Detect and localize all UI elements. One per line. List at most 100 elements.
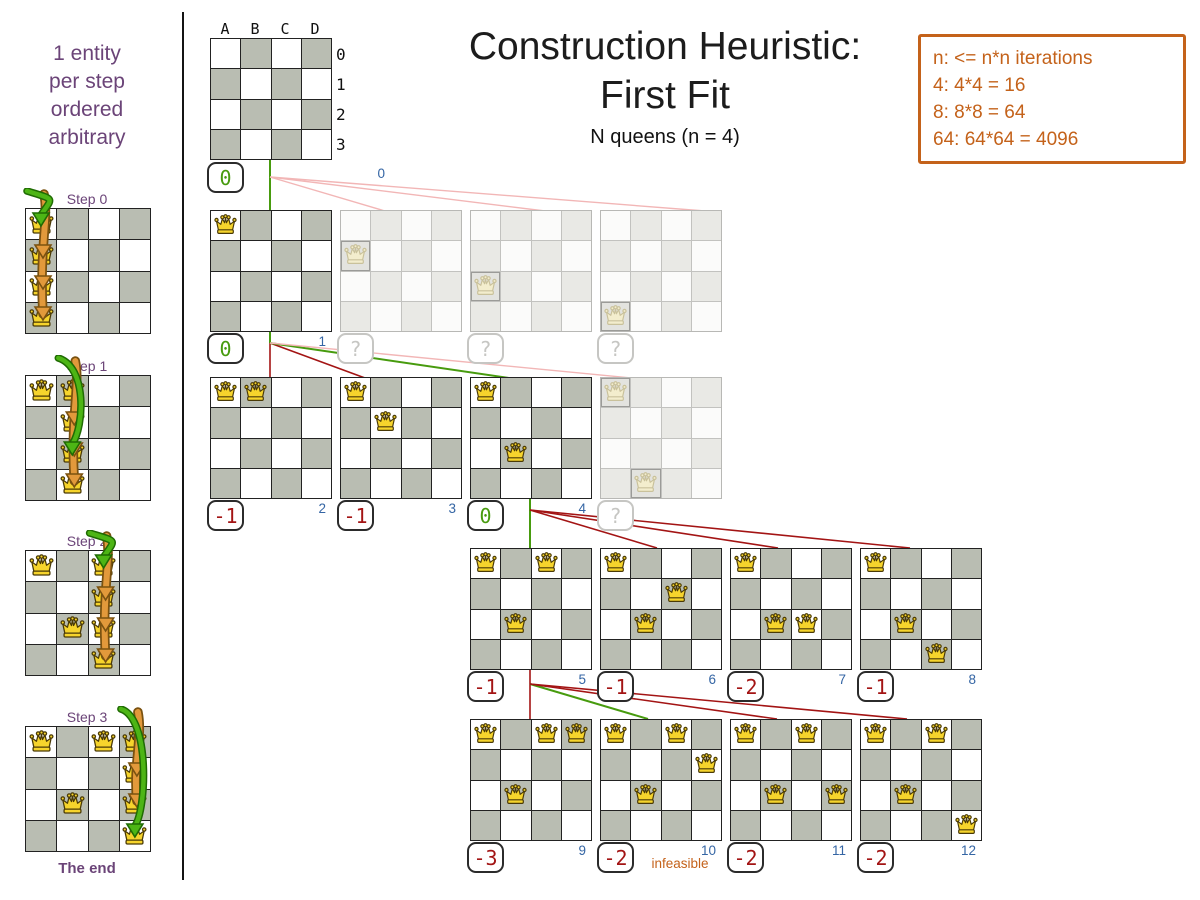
board-cell [371, 241, 401, 271]
board-cell [661, 211, 691, 241]
chessboard [600, 719, 722, 841]
board-cell [661, 609, 691, 639]
queen-icon [764, 612, 788, 633]
board-cell [791, 780, 821, 810]
board-cell [631, 579, 661, 609]
board-cell [57, 644, 88, 675]
board-cell [471, 408, 501, 438]
board-cell [631, 378, 661, 408]
board-cell [471, 639, 501, 669]
board-cell [891, 810, 921, 840]
board-cell [501, 720, 531, 750]
board-cell [211, 271, 241, 301]
board-cell [661, 378, 691, 408]
tree-edge-red [529, 683, 908, 720]
board-cell [241, 129, 271, 159]
row-label: 1 [336, 75, 346, 94]
iteration-index: 4 [578, 501, 586, 516]
board-cell [561, 211, 591, 241]
board-cell [26, 209, 57, 240]
board-cell [241, 468, 271, 498]
board-cell [631, 780, 661, 810]
board-cell [561, 241, 591, 271]
board-cell [861, 549, 891, 579]
board-cell [661, 639, 691, 669]
sidebar-intro: 1 entity per step ordered arbitrary [6, 40, 168, 152]
queen-icon [894, 783, 918, 804]
board-cell [471, 468, 501, 498]
board-cell [57, 789, 88, 820]
board-cell [119, 613, 150, 644]
board-cell [88, 820, 119, 851]
board-cell [821, 579, 851, 609]
board-cell [761, 720, 791, 750]
board-cell [241, 301, 271, 331]
board-cell [691, 780, 721, 810]
queen-icon [122, 823, 147, 846]
board-cell [341, 438, 371, 468]
board-cell [891, 780, 921, 810]
board-cell [891, 549, 921, 579]
queen-icon [29, 553, 54, 576]
board-cell [601, 241, 631, 271]
board-cell [119, 644, 150, 675]
iteration-index: 5 [578, 672, 586, 687]
board-cell [301, 129, 331, 159]
tree-edge-pink [269, 176, 546, 212]
queen-icon [60, 410, 85, 432]
board-cell [26, 438, 57, 469]
board-cell [119, 240, 150, 271]
board-cell [301, 378, 331, 408]
board-cell [471, 378, 501, 408]
board-cell [211, 241, 241, 271]
board-cell [301, 301, 331, 331]
queen-icon [474, 381, 497, 402]
board-cell [88, 438, 119, 469]
chessboard [210, 377, 332, 499]
iteration-index: 10 [700, 843, 716, 858]
queen-icon [634, 783, 658, 804]
board-cell [601, 750, 631, 780]
board-cell [601, 301, 631, 331]
chessboard [25, 375, 151, 501]
board-cell [241, 271, 271, 301]
score-badge: 0 [207, 333, 244, 364]
board-cell [119, 209, 150, 240]
queen-icon [60, 792, 85, 814]
board-cell [57, 302, 88, 333]
board-cell [861, 780, 891, 810]
tree-edge-pink [269, 176, 386, 212]
board-cell [631, 750, 661, 780]
queen-icon [122, 792, 147, 814]
board-cell [501, 609, 531, 639]
chessboard [860, 548, 982, 670]
board-cell [271, 129, 301, 159]
chessboard [860, 719, 982, 841]
board-cell [561, 639, 591, 669]
board-cell [631, 810, 661, 840]
end-label: The end [58, 860, 116, 877]
board-cell [631, 720, 661, 750]
board-cell [119, 438, 150, 469]
board-cell [661, 750, 691, 780]
board-cell [26, 469, 57, 500]
board-cell [371, 271, 401, 301]
board-cell [501, 211, 531, 241]
board-cell [691, 211, 721, 241]
board-cell [401, 271, 431, 301]
score-badge: ? [467, 333, 504, 364]
queen-icon [91, 616, 116, 638]
queen-icon [604, 381, 627, 402]
board-cell [561, 378, 591, 408]
queen-icon [565, 723, 588, 744]
board-cell [921, 579, 951, 609]
board-cell [119, 582, 150, 613]
board-cell [501, 639, 531, 669]
board-cell [761, 810, 791, 840]
sidebar-intro-line: arbitrary [48, 126, 126, 149]
board-cell [531, 211, 561, 241]
board-cell [761, 579, 791, 609]
board-cell [301, 39, 331, 69]
board-cell [26, 302, 57, 333]
queen-icon [122, 761, 147, 783]
